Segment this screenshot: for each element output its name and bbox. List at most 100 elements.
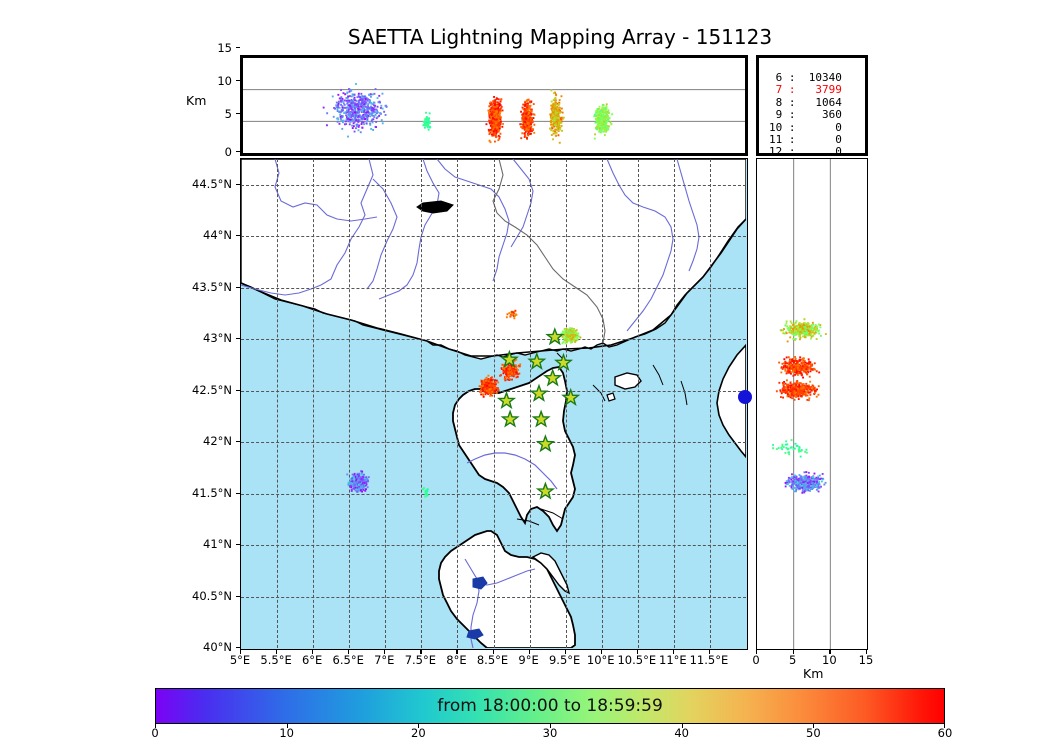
map-longitude-tickmark (708, 650, 711, 654)
scatter-point-group (378, 94, 381, 97)
scatter-point-group (488, 363, 515, 385)
scatter-point-group (360, 116, 363, 119)
scatter-point-group (491, 118, 497, 130)
scatter-point-group (504, 366, 517, 371)
map-latitude-tick: 41°N (203, 537, 232, 552)
scatter-point-group (341, 100, 344, 103)
colorbar-tickmark (418, 724, 420, 728)
map-latitude-tickmark (236, 492, 240, 494)
map-gridline-vertical (385, 159, 387, 648)
scatter-point-group (353, 477, 368, 482)
lma-station-star (535, 434, 556, 453)
scatter-point-group (361, 97, 364, 111)
scatter-point-group (574, 329, 577, 332)
map-longitude-tickmark (600, 650, 602, 654)
scatter-point-group (569, 329, 572, 331)
scatter-point-group (803, 331, 806, 334)
scatter-point-group (797, 480, 821, 490)
scatter-point-group (355, 485, 358, 487)
scatter-point-group (805, 487, 808, 490)
map-gridline-horizontal (241, 236, 746, 238)
scatter-point-group (425, 116, 431, 120)
map-latitude-tick: 42.5°N (192, 382, 232, 397)
scatter-point-group (594, 114, 597, 117)
scatter-point-group (794, 362, 811, 394)
scatter-point-group (488, 384, 491, 387)
scatter-point-group (356, 105, 359, 108)
scatter-point-group (341, 127, 344, 130)
scatter-point-group (355, 119, 358, 122)
scatter-point-group (424, 123, 427, 126)
scatter-point-group (800, 485, 803, 487)
map-longitude-tick: 9.5°E (548, 653, 581, 667)
scatter-point-group (802, 383, 805, 389)
scatter-point-group (553, 116, 563, 124)
scatter-point-group (560, 95, 563, 98)
scatter-point-group (801, 478, 804, 481)
lma-station-star (496, 390, 517, 410)
scatter-point-group (422, 124, 425, 127)
station-count-row: 11 : 0 (769, 133, 842, 147)
scatter-point-group (792, 487, 795, 489)
scatter-point-group (780, 329, 795, 334)
map-panel (240, 158, 748, 650)
scatter-point-group (341, 109, 343, 112)
scatter-point-group (595, 111, 607, 118)
station-count-row: 6 : 10340 (769, 71, 842, 84)
scatter-point-group (811, 485, 814, 488)
coastline-liguria (241, 218, 746, 357)
scatter-point-group (552, 130, 555, 132)
scatter-point-group (782, 358, 816, 393)
scatter-point-group (362, 101, 366, 114)
scatter-point-group (336, 117, 339, 120)
scatter-point-group (802, 327, 812, 334)
scatter-point-group (348, 483, 351, 486)
map-longitude-tick: 6°E (301, 653, 323, 667)
scatter-point-group (349, 484, 352, 487)
lma-station-star (545, 327, 565, 346)
map-longitude-tick: 6.5°E (332, 653, 364, 667)
scatter-point-group (793, 388, 796, 390)
map-latitude-tick: 40°N (203, 640, 232, 654)
scatter-point-group (553, 97, 556, 100)
scatter-point-group (603, 120, 606, 123)
top-ytick-0: 0 (224, 145, 232, 159)
scatter-point-group (794, 321, 797, 324)
scatter-point-group (491, 103, 530, 135)
scatter-point-group (791, 388, 795, 397)
map-longitude-tickmark (672, 650, 675, 654)
scatter-point-group (490, 120, 492, 123)
scatter-point-group (551, 118, 554, 120)
scatter-point-group (790, 325, 800, 330)
scatter-point-group (794, 478, 802, 483)
map-longitude-tickmark (420, 650, 422, 654)
scatter-point-group (598, 113, 600, 116)
colorbar-tickmark (286, 724, 288, 728)
scatter-point-group (485, 371, 514, 389)
lma-station-star (561, 387, 581, 406)
scatter-point-group (595, 118, 605, 122)
scatter-point-group (351, 484, 354, 486)
scatter-point-group (491, 370, 510, 397)
scatter-point-group (610, 123, 613, 125)
scatter-point-group (423, 126, 426, 129)
scatter-point-group (603, 128, 606, 131)
scatter-point-group (427, 124, 430, 127)
scatter-point-group (563, 328, 566, 330)
scatter-point-group (796, 364, 815, 389)
scatter-point-group (553, 119, 556, 122)
scatter-point-group (352, 474, 364, 487)
scatter-point-group (490, 105, 534, 130)
scatter-point-group (551, 104, 559, 111)
scatter-point-group (785, 447, 788, 449)
scatter-point-group (818, 323, 820, 326)
scatter-point-group (820, 334, 822, 337)
scatter-point-group (595, 110, 601, 118)
scatter-point-group (337, 90, 351, 109)
scatter-point-group (360, 472, 363, 475)
scatter-point-group (787, 451, 790, 454)
colorbar-tick-label: 40 (674, 726, 689, 740)
scatter-point-group (356, 103, 359, 106)
colorbar-gradient (155, 688, 945, 724)
colorbar-tickmark (944, 724, 945, 728)
